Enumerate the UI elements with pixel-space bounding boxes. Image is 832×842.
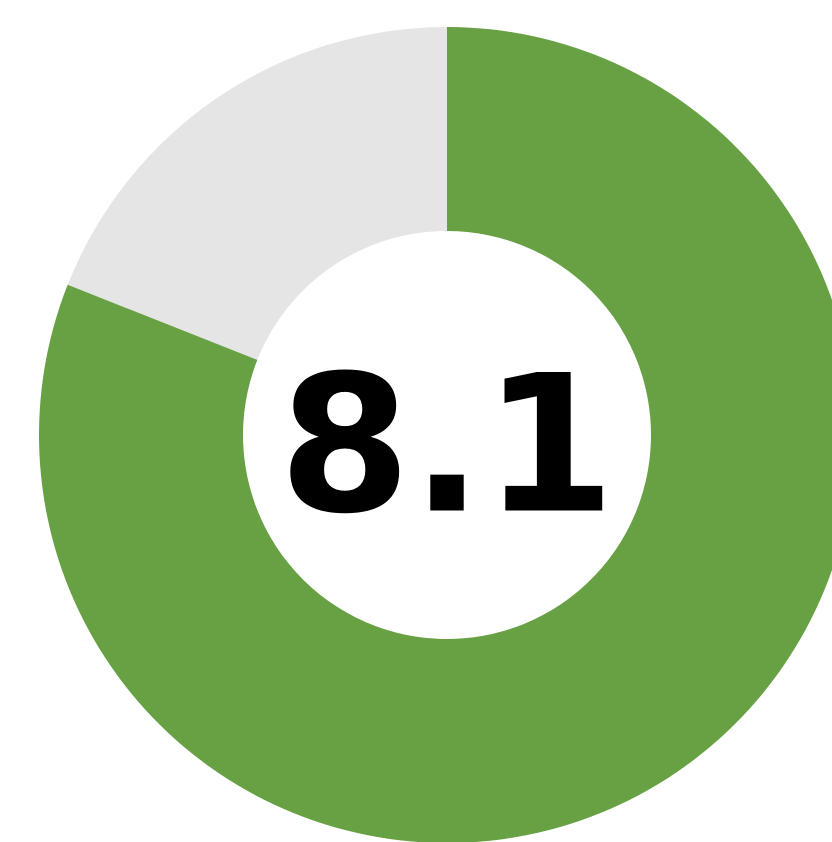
track-arc	[67, 27, 447, 360]
center-value: 8.1	[279, 335, 616, 556]
value-arc	[39, 27, 832, 842]
donut	[39, 27, 832, 842]
